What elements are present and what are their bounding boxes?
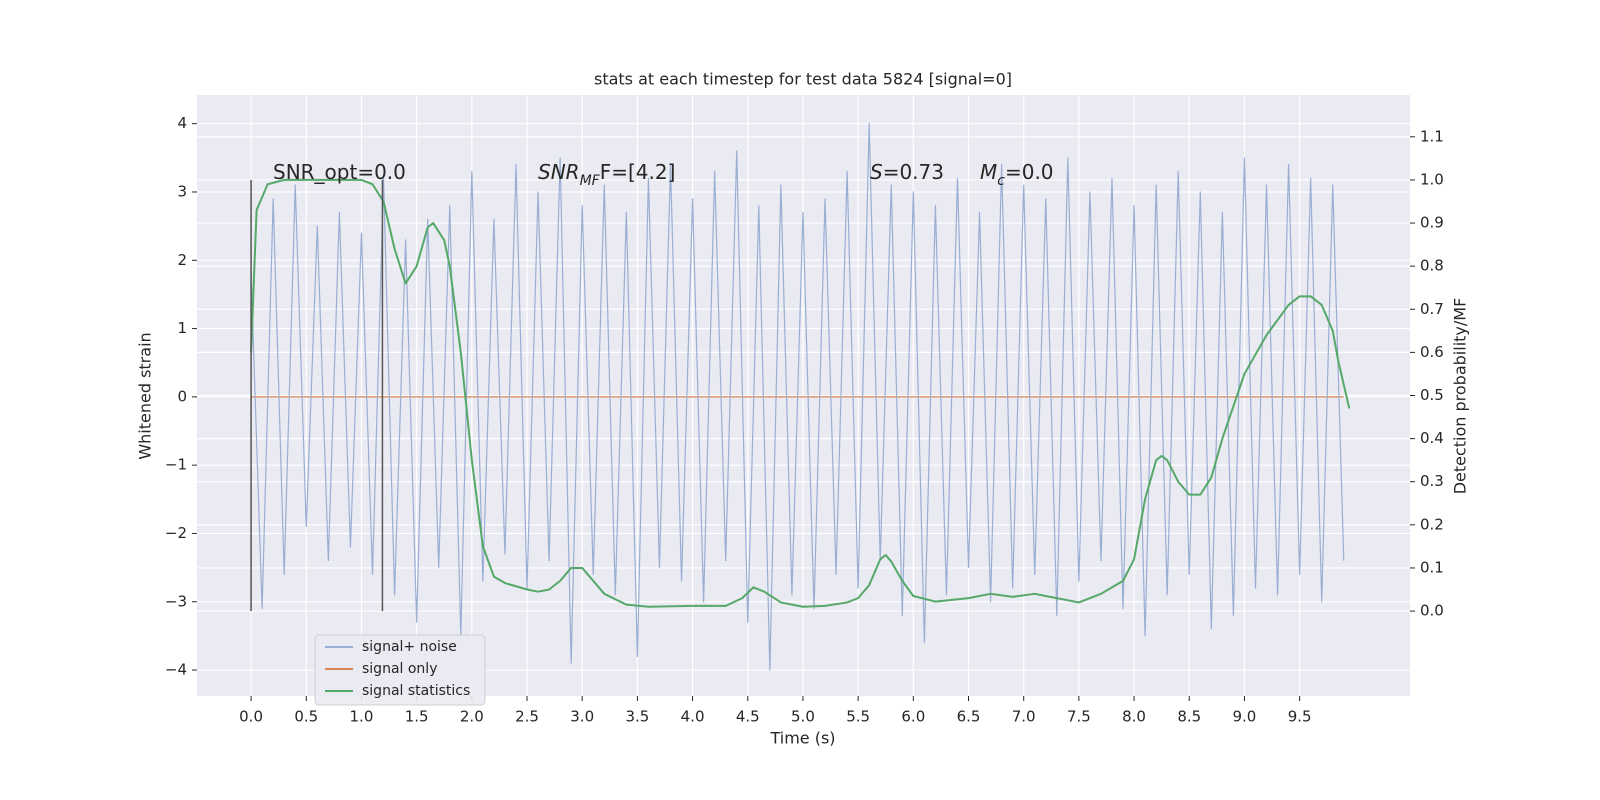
y-tick-label: −1 [165,456,187,474]
legend-label: signal only [362,661,437,677]
x-tick-label: 2.5 [515,708,539,726]
series-line [250,178,1351,608]
annotation-part: S [870,160,883,184]
annotation-part: SNR_opt=0.0 [273,160,406,184]
y-tick-label: −2 [165,524,187,542]
x-tick-label: 3.0 [570,708,594,726]
annotation: SNR_opt=0.0 [273,160,406,184]
y2-tick-label: 0.5 [1420,386,1444,404]
x-tick-label: 2.0 [460,708,484,726]
annotation-part: =0.73 [883,160,944,184]
y-tick-label: −3 [165,592,187,610]
y2-tick-label: 1.1 [1420,127,1444,145]
annotation-part: MF [580,173,601,189]
y2-tick-label: 0.4 [1420,429,1444,447]
x-tick-label: 5.5 [846,708,870,726]
y-tick-label: 3 [177,182,187,200]
y2-tick-label: 0.0 [1420,602,1444,620]
x-tick-label: 6.0 [901,708,925,726]
marks [250,123,1351,671]
x-tick-label: 1.0 [350,708,374,726]
x-tick-label: 9.5 [1288,708,1312,726]
x-tick-label: 7.5 [1067,708,1091,726]
y2-tick-label: 0.7 [1420,300,1444,318]
y-tick-label: 0 [177,387,187,405]
annotation-part: F=[4.2] [600,160,676,184]
x-tick-label: 5.0 [791,708,815,726]
x-tick-label: 6.5 [957,708,981,726]
y-tick-label: 1 [177,319,187,337]
y2-tick-label: 1.0 [1420,170,1444,188]
annotation: S=0.73 [870,160,944,184]
annotation: Mc=0.0 [980,160,1054,190]
x-tick-label: 4.5 [736,708,760,726]
series-line [250,123,1345,671]
x-tick-label: 0.0 [239,708,263,726]
x-tick-label: 9.0 [1233,708,1257,726]
y2-axis-label: Detection probability/MF [1451,298,1470,495]
annotation-part: =0.0 [1005,160,1054,184]
x-tick-label: 1.5 [405,708,429,726]
axes: 0.0 0.5 1.0 1.5 2.0 2.5 3.0 3.5 4.0 4.5 5.0 5.5 6.0 6… [165,114,1444,725]
y-axis-label: Whitened strain [136,332,155,459]
chart-title: stats at each timestep for test data 582… [594,70,1012,89]
x-tick-label: 8.0 [1122,708,1146,726]
x-tick-label: 4.0 [681,708,705,726]
legend-box [314,634,486,706]
y2-tick-label: 0.1 [1420,558,1444,576]
x-axis-label: Time (s) [769,729,835,748]
y2-tick-label: 0.9 [1420,214,1444,232]
y-tick-label: −4 [165,661,187,679]
x-tick-label: 7.0 [1012,708,1036,726]
x-tick-label: 3.5 [625,708,649,726]
y2-tick-label: 0.2 [1420,515,1444,533]
y2-tick-label: 0.6 [1420,343,1444,361]
y2-tick-label: 0.3 [1420,472,1444,490]
x-tick-label: 0.5 [294,708,318,726]
annotation-part: M [980,160,997,184]
y-tick-label: 2 [177,251,187,269]
legend: signal+ noise signal only signal statistic… [314,634,486,706]
x-tick-label: 8.5 [1177,708,1201,726]
annotation: SNRMFF=[4.2] [538,160,675,190]
legend-label: signal+ noise [362,639,457,655]
annotation-part: SNR [538,160,580,184]
annotation-part: c [997,173,1005,189]
legend-label: signal statistics [362,683,470,699]
y-tick-label: 4 [177,114,187,132]
y2-tick-label: 0.8 [1420,257,1444,275]
